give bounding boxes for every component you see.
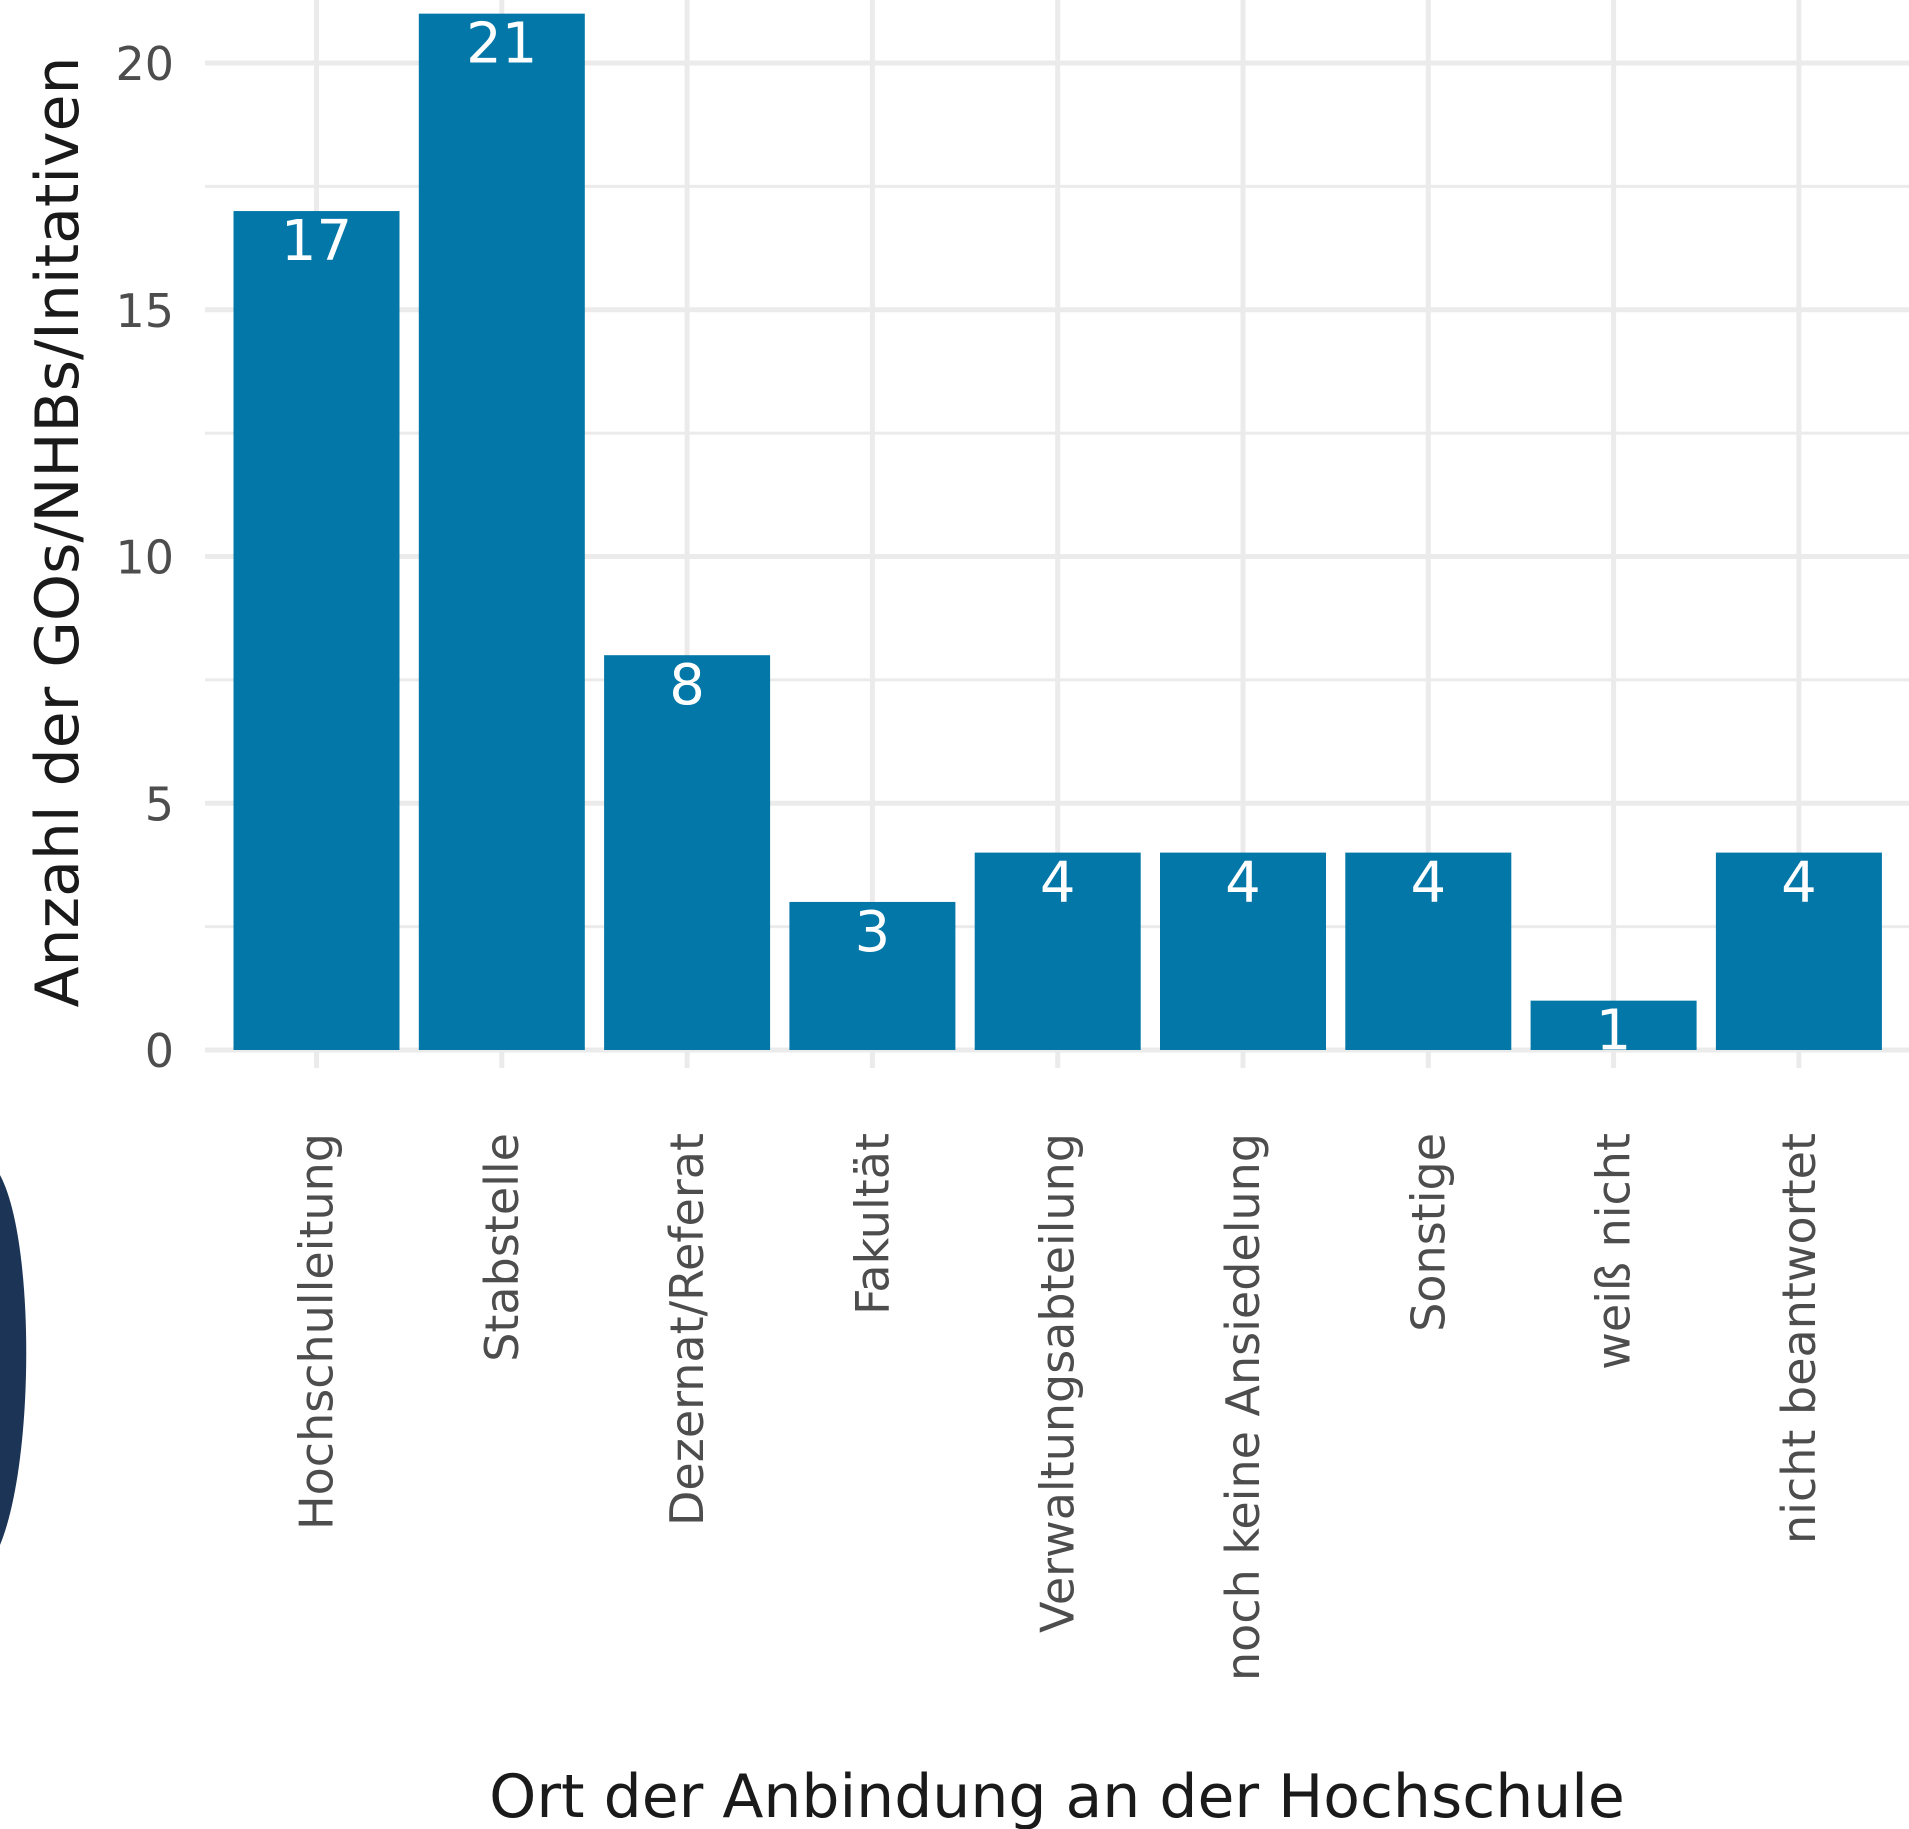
bar — [233, 211, 400, 1051]
bar — [789, 901, 956, 1050]
bars — [233, 13, 1882, 1051]
y-tick-label: 0 — [145, 1024, 174, 1078]
x-tick-label: weiß nicht — [1587, 1133, 1641, 1370]
x-tick-label: Dezernat/Referat — [660, 1133, 714, 1526]
x-tick-label: Stabstelle — [475, 1133, 529, 1362]
bar — [974, 852, 1141, 1050]
x-tick-label: Sonstige — [1401, 1133, 1455, 1332]
x-tick-label: Fakultät — [845, 1133, 899, 1315]
bar — [1345, 852, 1512, 1050]
bar-value-label: 4 — [1040, 851, 1076, 916]
y-axis-title: Anzahl der GOs/NHBs/Initativen — [23, 56, 93, 1007]
bar-value-label: 3 — [855, 900, 891, 965]
x-axis-ticks: Hochschulleitung Stabstelle Dezernat/Refer… — [290, 1133, 1826, 1681]
y-tick-label: 5 — [145, 777, 174, 831]
bar-value-label: 4 — [1781, 851, 1817, 916]
x-axis-title: Ort der Anbindung an der Hochschule — [489, 1762, 1625, 1829]
bar — [1160, 852, 1326, 1050]
y-tick-label: 20 — [115, 37, 174, 91]
x-tick-label: Hochschulleitung — [290, 1133, 344, 1530]
bar-value-label: 1 — [1596, 999, 1632, 1064]
y-tick-label: 15 — [115, 284, 174, 338]
x-tick-label: noch keine Ansiedelung — [1216, 1133, 1270, 1681]
bar — [1715, 852, 1882, 1050]
bar — [604, 655, 771, 1050]
bar-value-label: 8 — [669, 653, 705, 718]
bar — [1530, 1000, 1697, 1050]
x-tick-label: nicht beantwortet — [1772, 1133, 1826, 1544]
x-tick-label: Verwaltungsabteilung — [1031, 1133, 1085, 1633]
decorative-dark-arc — [0, 1175, 27, 1545]
y-tick-label: 10 — [115, 531, 174, 585]
bar-value-label: 21 — [466, 12, 537, 77]
bar-labels: 17 21 8 3 4 4 4 1 4 — [281, 12, 1817, 1064]
y-axis-ticks: 0 5 10 15 20 — [115, 37, 174, 1078]
bar-value-label: 4 — [1225, 851, 1261, 916]
bar — [418, 13, 585, 1050]
bar-value-label: 4 — [1410, 851, 1446, 916]
bar-value-label: 17 — [281, 209, 352, 274]
